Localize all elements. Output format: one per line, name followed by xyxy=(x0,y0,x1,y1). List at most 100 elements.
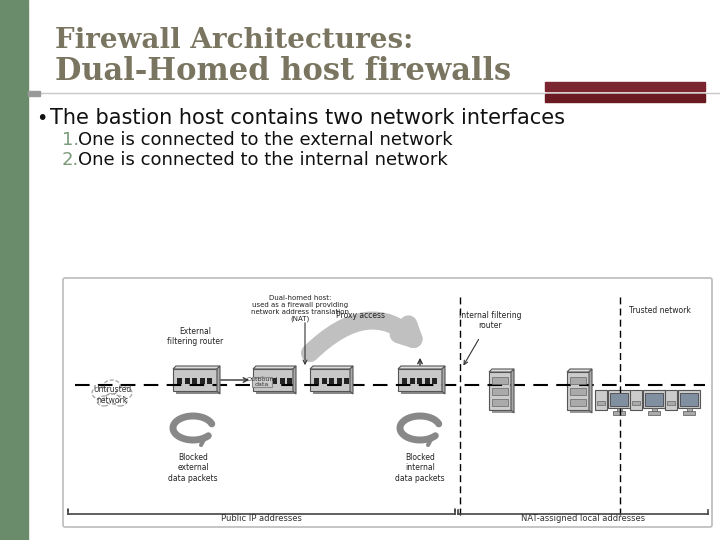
Bar xyxy=(680,393,698,406)
Bar xyxy=(492,399,508,406)
Bar xyxy=(492,377,508,384)
Bar xyxy=(398,369,442,391)
FancyBboxPatch shape xyxy=(63,278,712,527)
Bar xyxy=(252,377,272,387)
Text: External
filtering router: External filtering router xyxy=(167,327,223,346)
Bar xyxy=(545,94,705,102)
Polygon shape xyxy=(293,366,296,394)
Bar xyxy=(570,375,592,413)
Bar xyxy=(608,390,630,408)
Bar xyxy=(683,411,695,415)
Bar xyxy=(314,378,319,384)
Polygon shape xyxy=(511,369,514,413)
Text: Outbound
data: Outbound data xyxy=(246,376,278,387)
Bar xyxy=(617,408,622,412)
Text: Public IP addresses: Public IP addresses xyxy=(220,514,302,523)
Bar xyxy=(492,375,514,413)
Bar xyxy=(432,378,437,384)
Bar xyxy=(257,378,262,384)
Bar xyxy=(597,401,605,405)
Bar xyxy=(545,82,705,91)
Bar xyxy=(176,372,220,394)
Bar xyxy=(667,401,675,405)
Bar xyxy=(310,369,350,391)
Bar xyxy=(279,378,284,384)
Bar xyxy=(256,372,296,394)
Bar xyxy=(177,378,182,384)
Bar xyxy=(489,372,511,410)
Text: Firewall Architectures:: Firewall Architectures: xyxy=(55,26,413,53)
Text: 2.: 2. xyxy=(62,151,79,169)
Bar xyxy=(253,369,293,391)
Bar xyxy=(648,411,660,415)
Bar xyxy=(570,388,586,395)
Bar xyxy=(567,372,589,410)
Ellipse shape xyxy=(113,396,127,406)
Bar xyxy=(207,378,212,384)
Polygon shape xyxy=(253,366,296,369)
Text: Dual-homed host:
used as a firewall providing
network address translation
(NAT): Dual-homed host: used as a firewall prov… xyxy=(251,295,349,322)
Polygon shape xyxy=(310,366,353,369)
Text: One is connected to the internal network: One is connected to the internal network xyxy=(78,151,448,169)
Bar xyxy=(652,408,657,412)
Polygon shape xyxy=(350,366,353,394)
Text: NAT-assigned local addresses: NAT-assigned local addresses xyxy=(521,514,645,523)
Bar xyxy=(401,372,445,394)
Bar xyxy=(570,377,586,384)
FancyArrowPatch shape xyxy=(310,321,413,353)
Bar xyxy=(192,378,197,384)
Bar xyxy=(630,390,642,410)
Text: Proxy access: Proxy access xyxy=(336,311,384,320)
Bar xyxy=(28,91,40,96)
Polygon shape xyxy=(589,369,592,413)
Bar xyxy=(610,393,628,406)
Text: Blocked
external
data packets: Blocked external data packets xyxy=(168,453,218,483)
Text: Trusted network: Trusted network xyxy=(629,306,691,315)
Ellipse shape xyxy=(92,387,108,399)
Bar xyxy=(492,388,508,395)
Bar xyxy=(678,390,700,408)
Bar xyxy=(665,390,677,410)
Polygon shape xyxy=(217,366,220,394)
Ellipse shape xyxy=(103,380,121,394)
Text: Internal filtering
router: Internal filtering router xyxy=(459,310,521,330)
Bar xyxy=(184,378,189,384)
Text: Dual-Homed host firewalls: Dual-Homed host firewalls xyxy=(55,57,511,87)
Polygon shape xyxy=(173,366,220,369)
Bar xyxy=(287,378,292,384)
Bar xyxy=(425,378,430,384)
Bar xyxy=(643,390,665,408)
Bar xyxy=(645,393,663,406)
Ellipse shape xyxy=(104,394,120,404)
Bar xyxy=(336,378,341,384)
Ellipse shape xyxy=(97,396,111,406)
Bar xyxy=(417,378,422,384)
Bar xyxy=(313,372,353,394)
Bar xyxy=(687,408,692,412)
Bar xyxy=(322,378,326,384)
Bar xyxy=(272,378,277,384)
Polygon shape xyxy=(398,366,445,369)
Bar xyxy=(329,378,334,384)
Bar xyxy=(402,378,407,384)
Text: Untrusted
network: Untrusted network xyxy=(93,386,131,404)
Text: Blocked
internal
data packets: Blocked internal data packets xyxy=(395,453,445,483)
Polygon shape xyxy=(489,369,514,372)
Polygon shape xyxy=(567,369,592,372)
Bar xyxy=(570,399,586,406)
Text: One is connected to the external network: One is connected to the external network xyxy=(78,131,453,149)
Polygon shape xyxy=(442,366,445,394)
Bar xyxy=(632,401,640,405)
Text: •: • xyxy=(36,109,48,127)
Bar xyxy=(0,0,28,540)
Bar xyxy=(173,369,217,391)
Bar xyxy=(264,378,269,384)
Bar xyxy=(199,378,204,384)
Bar xyxy=(410,378,415,384)
Bar xyxy=(613,411,625,415)
Ellipse shape xyxy=(116,387,132,399)
Bar xyxy=(595,390,607,410)
Text: The bastion host contains two network interfaces: The bastion host contains two network in… xyxy=(50,108,565,128)
Bar xyxy=(344,378,349,384)
Text: 1.: 1. xyxy=(62,131,79,149)
